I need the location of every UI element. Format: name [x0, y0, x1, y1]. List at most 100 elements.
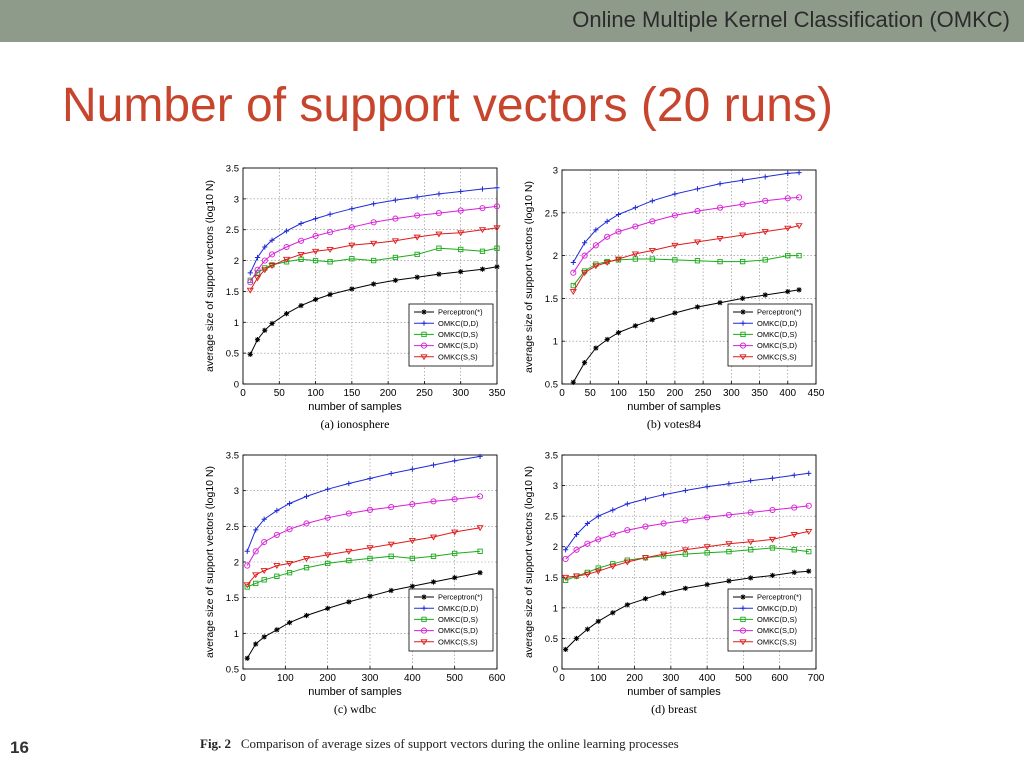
point-marker — [312, 216, 319, 222]
point-marker — [747, 539, 755, 546]
point-marker — [661, 590, 667, 596]
point-marker — [584, 520, 590, 527]
point-marker — [327, 229, 334, 236]
point-marker — [747, 509, 754, 516]
point-marker — [324, 514, 331, 521]
point-marker — [642, 523, 649, 530]
y-tick-label: 1.5 — [545, 294, 558, 305]
point-marker — [769, 475, 776, 481]
point-marker — [479, 248, 486, 254]
point-marker — [479, 205, 486, 212]
plot-frame — [242, 167, 498, 385]
point-marker — [367, 475, 373, 482]
point-marker — [420, 639, 428, 646]
header-bar: Online Multiple Kernel Classification (O… — [0, 0, 1024, 42]
point-marker — [615, 330, 622, 336]
point-marker — [312, 257, 319, 264]
point-marker — [273, 531, 280, 538]
point-marker — [348, 242, 356, 249]
point-marker — [274, 573, 280, 579]
point-marker — [452, 458, 458, 464]
point-marker — [682, 517, 689, 524]
point-marker — [762, 292, 768, 298]
figure-label: Fig. 2 — [200, 736, 232, 751]
point-marker — [624, 501, 630, 507]
point-marker — [609, 531, 616, 538]
y-tick-label: 0.5 — [545, 634, 558, 645]
point-marker — [421, 331, 427, 338]
point-marker — [740, 320, 746, 326]
point-marker — [581, 240, 588, 246]
point-marker — [704, 514, 711, 521]
point-marker — [244, 548, 250, 554]
point-marker — [563, 646, 569, 653]
point-marker — [641, 555, 650, 562]
x-tick-label: 300 — [362, 673, 379, 684]
y-tick-label: 3 — [234, 486, 239, 497]
x-tick-label: 600 — [771, 673, 788, 684]
point-marker — [268, 263, 276, 269]
point-marker — [672, 257, 678, 263]
point-marker — [371, 281, 377, 287]
point-marker — [595, 618, 601, 624]
point-marker — [247, 279, 254, 286]
legend-entry: OMKC(D,S) — [757, 330, 798, 339]
point-marker — [414, 212, 421, 219]
point-marker — [739, 258, 746, 265]
point-marker — [716, 236, 724, 242]
point-marker — [457, 207, 464, 214]
point-marker — [739, 201, 746, 208]
y-tick-label: 1 — [553, 603, 558, 614]
x-tick-label: 200 — [626, 673, 643, 684]
x-axis-label: number of samples — [627, 401, 721, 413]
point-marker — [672, 191, 678, 197]
point-marker — [268, 251, 276, 258]
point-marker — [345, 510, 352, 517]
series-line — [249, 187, 498, 274]
x-tick-label: 400 — [404, 673, 421, 684]
legend-box — [727, 303, 813, 367]
point-marker — [570, 259, 576, 266]
point-marker — [244, 562, 251, 569]
slide-title: Number of support vectors (20 runs) — [62, 79, 833, 132]
series-line — [246, 572, 481, 659]
point-marker — [349, 206, 355, 212]
point-marker — [717, 258, 723, 265]
x-tick-label: 400 — [699, 673, 716, 684]
point-marker — [366, 506, 374, 513]
point-marker — [261, 538, 268, 546]
legend-entry: OMKC(D,D) — [438, 604, 479, 613]
point-marker — [261, 516, 267, 522]
point-marker — [247, 351, 253, 357]
point-marker — [784, 225, 792, 232]
point-marker — [367, 555, 373, 562]
point-marker — [609, 563, 617, 570]
point-marker — [452, 550, 458, 557]
point-marker — [494, 264, 500, 270]
legend-entry: OMKC(S,S) — [757, 352, 797, 361]
point-marker — [595, 513, 601, 519]
series-line — [249, 266, 498, 355]
point-marker — [595, 565, 601, 571]
legend-entry: OMKC(S,D) — [757, 341, 798, 350]
point-marker — [748, 478, 754, 484]
point-marker — [682, 585, 688, 591]
point-marker — [649, 256, 655, 262]
point-marker — [479, 186, 486, 192]
point-marker — [805, 528, 813, 535]
point-marker — [261, 267, 269, 274]
point-marker — [421, 594, 427, 600]
point-marker — [716, 204, 724, 211]
y-tick-label: 0 — [234, 380, 239, 391]
point-marker — [302, 555, 311, 562]
x-tick-label: 200 — [319, 673, 336, 684]
point-marker — [693, 239, 702, 246]
point-marker — [796, 252, 802, 259]
point-marker — [761, 229, 769, 236]
point-marker — [806, 568, 812, 574]
point-marker — [392, 254, 399, 261]
x-tick-label: 250 — [695, 388, 712, 399]
point-marker — [430, 579, 437, 585]
point-marker — [303, 493, 310, 499]
